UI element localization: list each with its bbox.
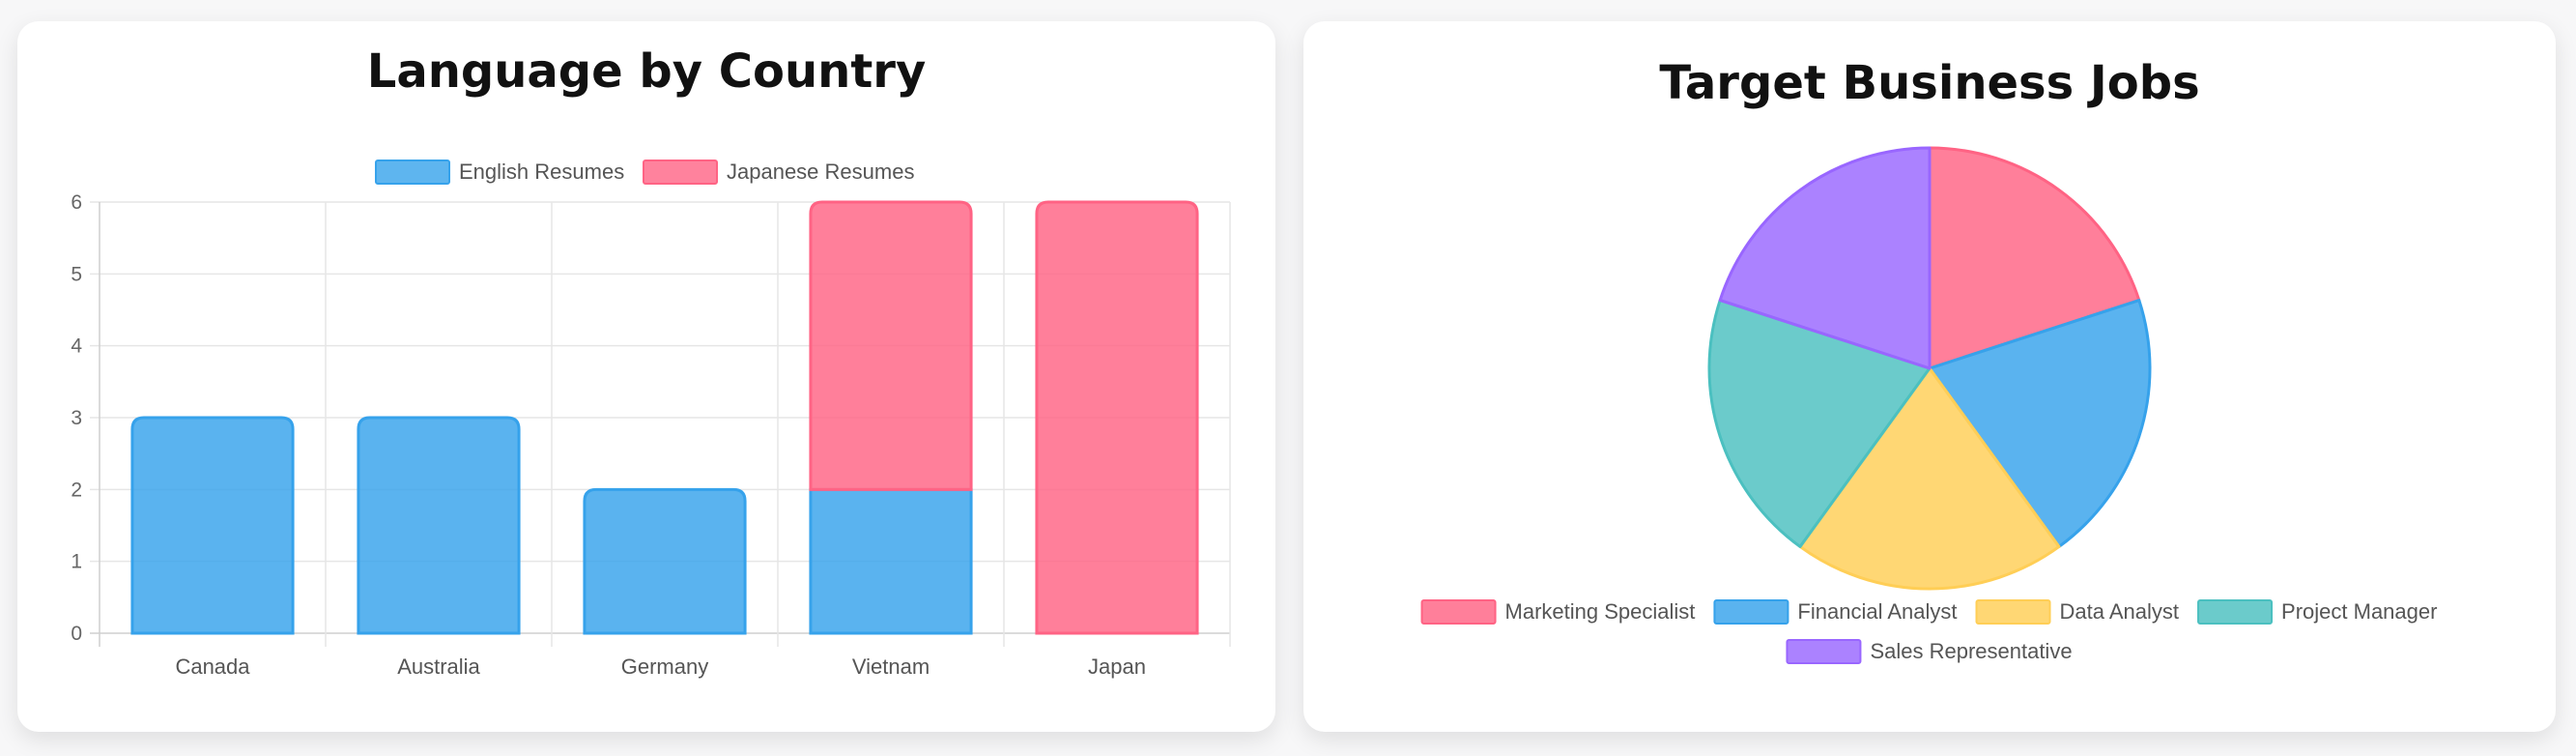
- legend-label-financial-analyst[interactable]: Financial Analyst: [1797, 599, 1957, 624]
- legend-label-project-manager[interactable]: Project Manager: [2281, 599, 2437, 624]
- pie-slice-marketing-specialist[interactable]: [1928, 146, 2141, 370]
- x-tick-label: Japan: [1088, 654, 1146, 679]
- bar-chart-bars: [130, 200, 1199, 635]
- legend-swatch-english[interactable]: [375, 160, 450, 185]
- pie-chart-legend: Marketing Specialist Financial Analyst Dat…: [1420, 599, 2437, 664]
- bar-chart-title: Language by Country: [367, 44, 927, 99]
- legend-swatch-data-analyst[interactable]: [1975, 599, 2051, 625]
- legend-label-data-analyst[interactable]: Data Analyst: [2060, 599, 2180, 624]
- bar-vietnam-english[interactable]: [809, 487, 973, 635]
- y-tick-label: 2: [71, 479, 82, 501]
- bar-japan-japanese[interactable]: [1035, 200, 1199, 635]
- pie-chart-title: Target Business Jobs: [1659, 56, 2199, 110]
- x-tick-label: Vietnam: [852, 654, 930, 679]
- legend-swatch-sales-representative[interactable]: [1786, 639, 1862, 664]
- language-by-country-chart: Language by Country English Resumes Japa…: [71, 44, 1231, 679]
- language-by-country-card: Language by Country English Resumes Japa…: [17, 21, 1275, 732]
- legend-label-english[interactable]: English Resumes: [459, 160, 624, 184]
- bar-germany-english[interactable]: [583, 487, 747, 635]
- bar-chart-y-axis: 0 1 2 3 4 5 6: [71, 191, 82, 645]
- legend-swatch-project-manager[interactable]: [2197, 599, 2274, 625]
- x-tick-label: Canada: [175, 654, 250, 679]
- bar-chart-legend: English Resumes Japanese Resumes: [375, 160, 914, 185]
- y-tick-label: 0: [71, 623, 82, 645]
- target-business-jobs-chart: Target Business Jobs Marketing Specialis…: [1420, 56, 2437, 664]
- y-tick-label: 4: [71, 335, 82, 358]
- y-tick-label: 3: [71, 407, 82, 429]
- y-tick-label: 1: [71, 551, 82, 573]
- pie-slice-data-analyst[interactable]: [1798, 366, 2061, 591]
- bar-australia-english[interactable]: [357, 416, 521, 635]
- x-tick-label: Australia: [397, 654, 480, 679]
- pie-slice-financial-analyst[interactable]: [1928, 299, 2152, 548]
- legend-label-sales-representative[interactable]: Sales Representative: [1870, 639, 2072, 663]
- bar-chart-x-axis: Canada Australia Germany Vietnam Japan: [175, 654, 1146, 679]
- legend-label-japanese[interactable]: Japanese Resumes: [727, 160, 914, 184]
- pie-slice-project-manager[interactable]: [1707, 299, 1932, 548]
- target-business-jobs-card: Target Business Jobs Marketing Specialis…: [1303, 21, 2556, 732]
- pie-slice-sales-representative[interactable]: [1718, 146, 1932, 370]
- legend-swatch-marketing-specialist[interactable]: [1420, 599, 1497, 625]
- x-tick-label: Germany: [621, 654, 708, 679]
- legend-swatch-japanese[interactable]: [643, 160, 718, 185]
- legend-label-marketing-specialist[interactable]: Marketing Specialist: [1505, 599, 1696, 624]
- y-tick-label: 5: [71, 263, 82, 285]
- legend-swatch-financial-analyst[interactable]: [1713, 599, 1789, 625]
- bar-vietnam-japanese[interactable]: [809, 200, 973, 491]
- pie-chart-slices: [1707, 146, 2152, 591]
- bar-canada-english[interactable]: [130, 416, 295, 635]
- y-tick-label: 6: [71, 191, 82, 214]
